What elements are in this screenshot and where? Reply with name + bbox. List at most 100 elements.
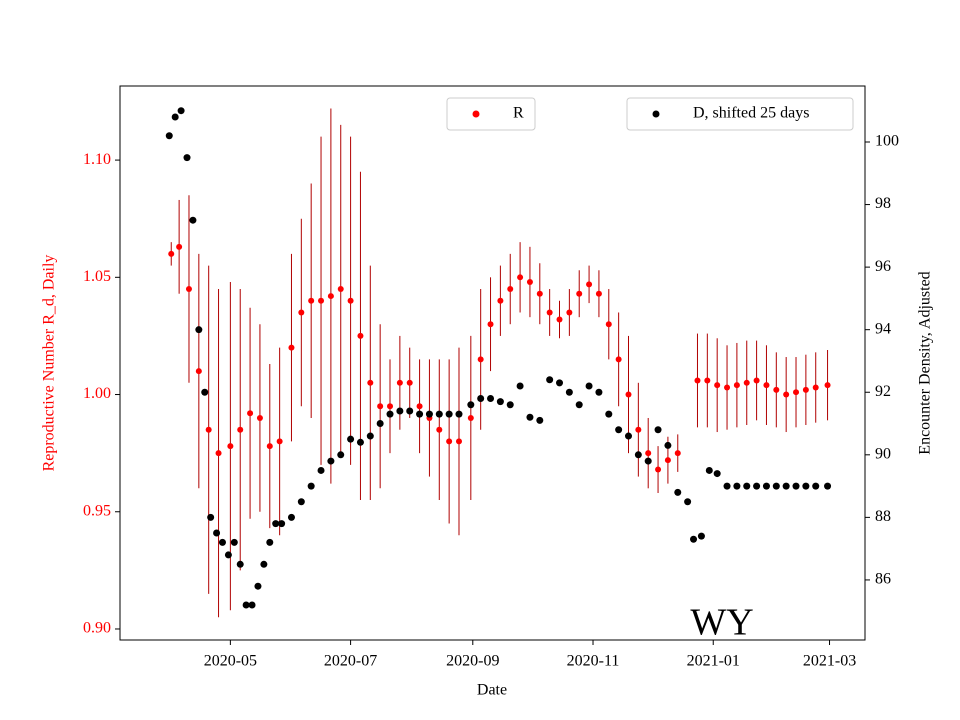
point (723, 482, 731, 490)
point (644, 457, 652, 465)
x-axis-label: Date (477, 682, 507, 699)
point (654, 426, 662, 434)
point (516, 382, 524, 390)
point (327, 293, 334, 300)
point (168, 250, 175, 257)
point (318, 297, 325, 304)
point (287, 513, 295, 521)
point (213, 529, 221, 537)
point (183, 154, 191, 162)
x-tick-label: 2020-11 (567, 653, 620, 670)
y-tick-label: 0.95 (83, 502, 111, 519)
point (763, 382, 770, 389)
point (445, 410, 453, 418)
x-tick-label: 2020-09 (446, 653, 499, 670)
point (205, 426, 212, 433)
y-tick-label: 1.00 (83, 385, 111, 402)
point (487, 395, 495, 403)
point (356, 438, 364, 446)
point (684, 498, 692, 506)
point (526, 278, 533, 285)
point (455, 410, 463, 418)
point (347, 297, 354, 304)
point (396, 379, 403, 386)
point (664, 457, 671, 464)
plot-frame (119, 85, 866, 641)
point (256, 414, 263, 421)
point (634, 451, 642, 459)
point (595, 290, 602, 297)
point (487, 321, 494, 328)
point (812, 482, 820, 490)
point (254, 582, 262, 590)
point (615, 426, 623, 434)
point (733, 382, 740, 389)
point (595, 388, 603, 396)
point (201, 388, 209, 396)
point (724, 384, 731, 391)
point (624, 432, 632, 440)
point (713, 470, 721, 478)
point (566, 309, 573, 316)
point (802, 386, 809, 393)
point (705, 466, 713, 474)
point (762, 482, 770, 490)
point (278, 520, 286, 528)
point (753, 482, 761, 490)
point (266, 443, 273, 450)
point (218, 538, 226, 546)
point (645, 450, 652, 457)
point (248, 601, 256, 609)
point (266, 538, 274, 546)
point (276, 438, 283, 445)
y-tick-label: 1.05 (83, 268, 111, 285)
point (586, 281, 593, 288)
point (387, 403, 394, 410)
y-tick-label: 0.90 (83, 620, 111, 637)
point (496, 398, 504, 406)
point (690, 535, 698, 543)
y2-tick-label: 94 (875, 320, 891, 337)
point (772, 482, 780, 490)
point (704, 377, 711, 384)
point (446, 438, 453, 445)
point (171, 113, 179, 121)
point (367, 379, 374, 386)
point (506, 401, 514, 409)
point (317, 466, 325, 474)
y2-tick-label: 88 (875, 508, 891, 525)
point (298, 309, 305, 316)
y2-tick-label: 100 (875, 133, 899, 150)
point (165, 132, 173, 140)
y2-tick-label: 98 (875, 195, 891, 212)
point (425, 410, 433, 418)
y2-tick-label: 92 (875, 383, 891, 400)
point (247, 410, 254, 417)
point (565, 388, 573, 396)
point (753, 377, 760, 384)
legend: R (446, 97, 536, 131)
point (347, 435, 355, 443)
point (288, 344, 295, 351)
point (396, 407, 404, 415)
y2-axis-label: Encounter Density, Adjusted (917, 271, 934, 454)
point (416, 403, 423, 410)
point (615, 356, 622, 363)
point (327, 457, 335, 465)
point (195, 326, 203, 334)
point (308, 297, 315, 304)
point (337, 451, 345, 459)
point (376, 420, 384, 428)
point (207, 513, 215, 521)
point (467, 414, 474, 421)
point (546, 376, 554, 384)
point (230, 538, 238, 546)
legend-label: R (513, 105, 524, 122)
point (176, 243, 183, 250)
point (477, 395, 485, 403)
point (526, 413, 534, 421)
point (517, 274, 524, 281)
point (467, 401, 475, 409)
legend-marker (652, 110, 660, 118)
point (812, 384, 819, 391)
